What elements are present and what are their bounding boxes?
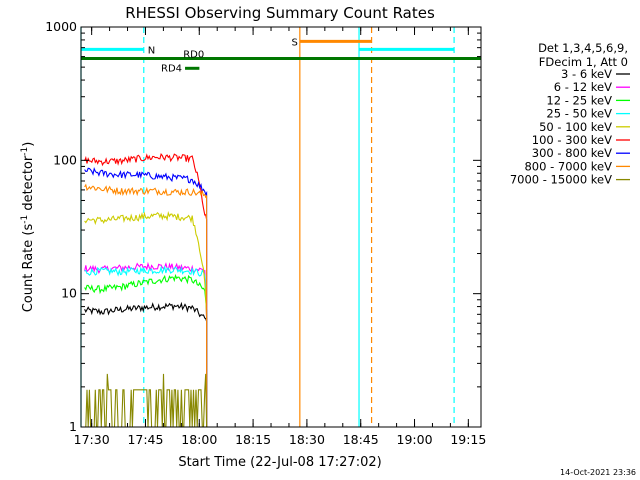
series-line-25-50-kev bbox=[84, 265, 208, 427]
x-tick-label-4: 18:30 bbox=[289, 432, 325, 447]
legend-title-settings: FDecim 1, Att 0 bbox=[539, 55, 628, 69]
y-tick-label-1: 10 bbox=[61, 286, 77, 301]
series-line-12-25-kev bbox=[84, 273, 208, 427]
y-axis-label: Count Rate (s-1 detector-1) bbox=[20, 142, 36, 313]
y-axis-label-superscript-1: -1 bbox=[20, 215, 30, 224]
flag-label-n: N bbox=[148, 45, 155, 56]
x-tick-label-5: 18:45 bbox=[343, 432, 379, 447]
series-3-6-kev bbox=[84, 301, 208, 427]
series-800-7000-kev bbox=[84, 183, 208, 427]
x-tick-label-7: 19:15 bbox=[450, 432, 486, 447]
legend-label-7000-15000-kev: 7000 - 15000 keV bbox=[510, 173, 612, 187]
chart-title: RHESSI Observing Summary Count Rates bbox=[125, 4, 435, 22]
legend-label-25-50-kev: 25 - 50 keV bbox=[546, 107, 612, 121]
y-axis-label-part-3: ) bbox=[21, 142, 36, 147]
legend-label-800-7000-kev: 800 - 7000 keV bbox=[524, 159, 612, 173]
plot-frame bbox=[80, 26, 482, 428]
legend-label-100-300-kev: 100 - 300 keV bbox=[532, 133, 612, 147]
legend-label-50-100-kev: 50 - 100 keV bbox=[539, 120, 612, 134]
series-12-25-kev bbox=[84, 273, 208, 427]
series-25-50-kev bbox=[84, 265, 208, 427]
y-axis: 1 10 100 1000 bbox=[45, 19, 481, 434]
flag-label-rd0: RD0 bbox=[183, 50, 204, 61]
x-axis-label: Start Time (22-Jul-08 17:27:02) bbox=[178, 455, 381, 470]
x-tick-label-1: 17:45 bbox=[127, 432, 163, 447]
legend-label-300-800-kev: 300 - 800 keV bbox=[532, 146, 612, 160]
flag-label-s: S bbox=[291, 37, 297, 48]
y-axis-label-part-2: detector bbox=[21, 155, 36, 215]
series-line-3-6-kev bbox=[84, 301, 208, 427]
legend: Det 1,3,4,5,6,9, FDecim 1, Att 0 3 - 6 k… bbox=[510, 41, 630, 187]
y-axis-label-superscript-2: -1 bbox=[20, 147, 30, 156]
generation-timestamp: 14-Oct-2021 23:36 bbox=[560, 468, 636, 477]
legend-label-3-6-kev: 3 - 6 keV bbox=[561, 67, 612, 81]
series-6-12-kev bbox=[84, 261, 208, 427]
series-line-100-300-kev bbox=[84, 153, 208, 427]
y-tick-label-0: 1 bbox=[69, 419, 77, 434]
series-line-800-7000-kev bbox=[84, 183, 208, 427]
series-line-50-100-kev bbox=[84, 210, 208, 427]
legend-label-6-12-kev: 6 - 12 keV bbox=[554, 80, 612, 94]
legend-title-detectors: Det 1,3,4,5,6,9, bbox=[538, 41, 628, 55]
series-50-100-kev bbox=[84, 210, 208, 427]
x-tick-label-6: 19:00 bbox=[397, 432, 433, 447]
x-axis: 17:30 17:45 18:00 18:15 18:30 18:45 19:00 19:15 bbox=[74, 27, 486, 447]
plot-data-layer bbox=[80, 27, 455, 428]
x-tick-label-3: 18:15 bbox=[235, 432, 271, 447]
series-300-800-kev bbox=[84, 166, 208, 427]
legend-label-12-25-kev: 12 - 25 keV bbox=[546, 93, 612, 107]
y-tick-label-3: 1000 bbox=[45, 19, 77, 34]
x-tick-label-0: 17:30 bbox=[74, 432, 110, 447]
series-line-6-12-kev bbox=[84, 261, 208, 427]
series-100-300-kev bbox=[84, 153, 208, 427]
x-tick-label-2: 18:00 bbox=[181, 432, 217, 447]
flag-label-rd4: RD4 bbox=[161, 63, 182, 74]
y-tick-label-2: 100 bbox=[53, 152, 77, 167]
series-line-300-800-kev bbox=[84, 166, 208, 427]
y-axis-label-part-1: Count Rate (s bbox=[21, 224, 36, 313]
